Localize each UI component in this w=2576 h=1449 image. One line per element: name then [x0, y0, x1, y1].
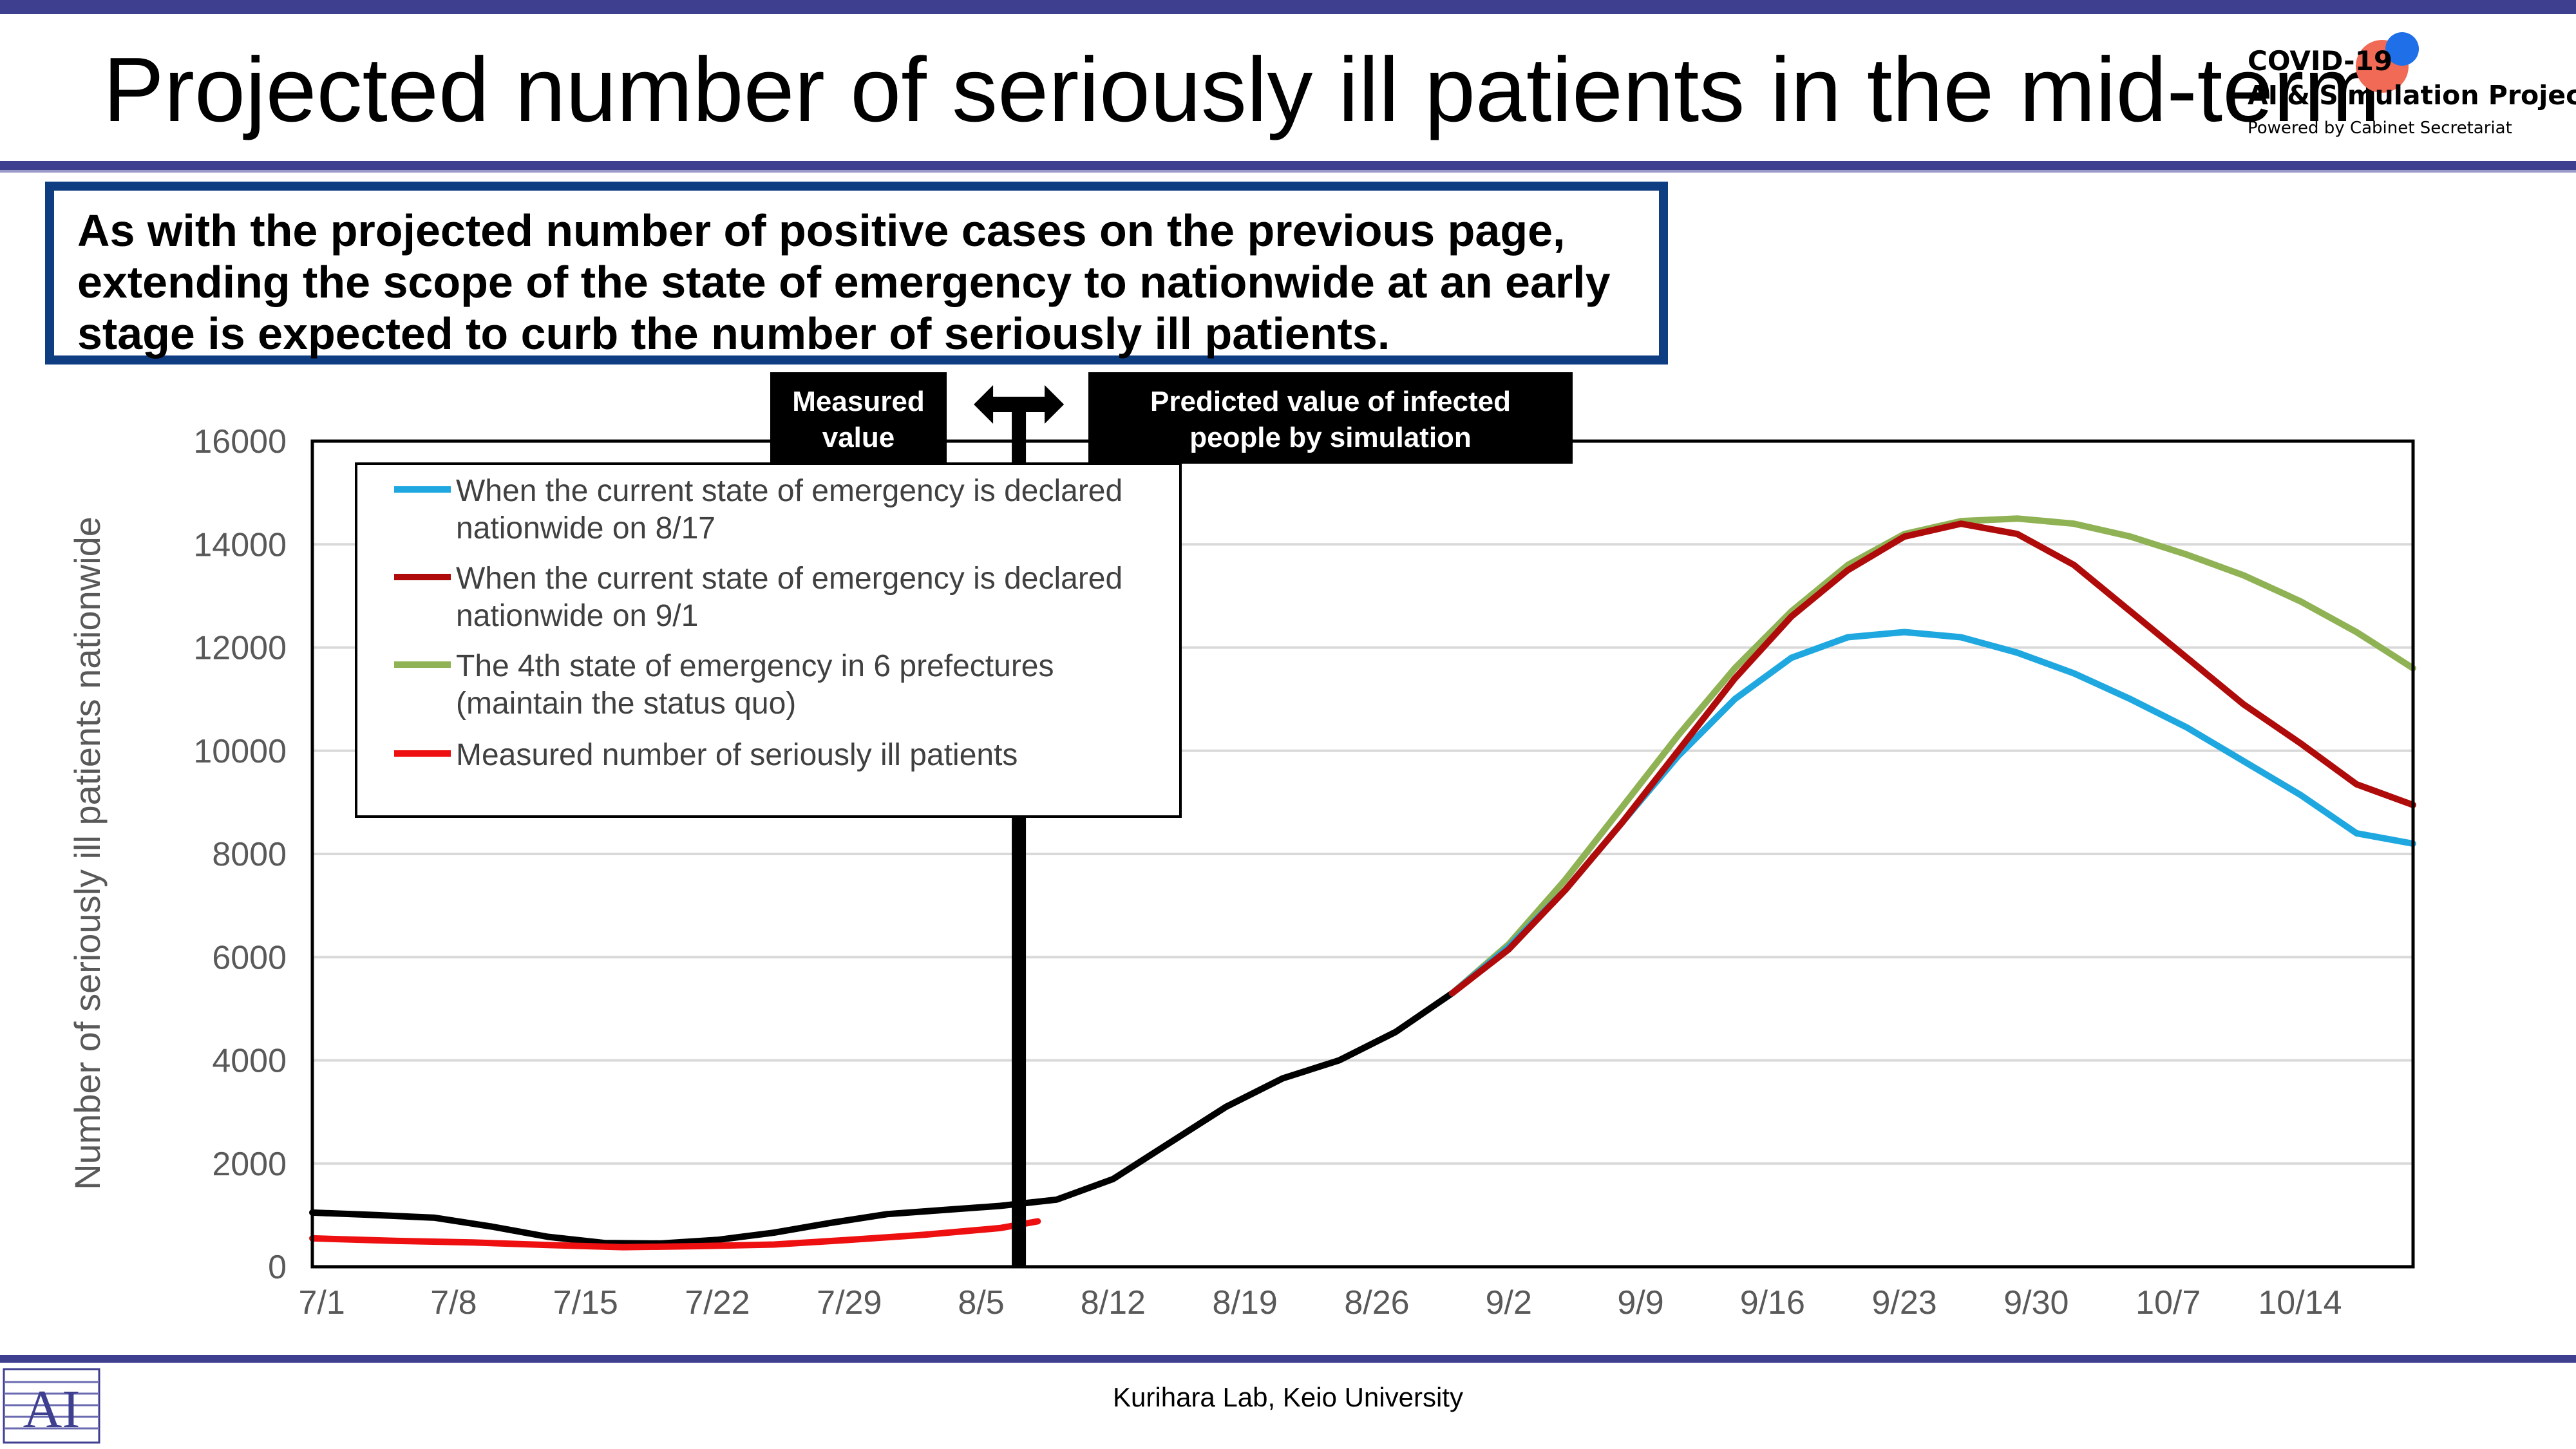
y-tick-label: 8000: [212, 836, 287, 873]
chart-legend: When the current state of emergency is d…: [355, 462, 1182, 818]
logo-line-1: COVID-19: [2248, 45, 2393, 77]
legend-entry: (maintain the status quo): [456, 687, 796, 721]
legend-box: [355, 462, 1182, 818]
x-tick-label: 9/2: [1486, 1284, 1532, 1321]
y-tick-labels: 0 2000 4000 6000 8000 10000 12000 14000 16000: [193, 423, 287, 1286]
series-line-black: [309, 990, 1455, 1247]
header-divider: [0, 161, 2576, 170]
legend-entry: nationwide on 8/17: [456, 511, 715, 545]
x-tick-label: 7/22: [685, 1284, 750, 1321]
x-tick-label: 8/26: [1344, 1284, 1409, 1321]
footer-divider: [0, 1355, 2576, 1363]
y-tick-label: 6000: [212, 939, 287, 976]
x-tick-label: 8/12: [1081, 1284, 1146, 1321]
double-arrow-icon: [974, 385, 1065, 424]
legend-entry: The 4th state of emergency in 6 prefectu…: [456, 649, 1054, 683]
y-tick-label: 16000: [193, 423, 287, 460]
x-tick-label: 7/15: [553, 1284, 618, 1321]
x-tick-label: 7/29: [817, 1284, 882, 1321]
x-tick-label: 8/19: [1213, 1284, 1278, 1321]
x-tick-label: 9/9: [1617, 1284, 1663, 1321]
legend-entry: When the current state of emergency is d…: [456, 562, 1122, 596]
series-line-darkred: [1449, 520, 2416, 997]
x-tick-label: 9/30: [2003, 1284, 2069, 1321]
logo-line-3: Powered by Cabinet Secretariat: [2248, 118, 2512, 138]
x-tick-label: 8/5: [958, 1284, 1004, 1321]
y-tick-label: 0: [268, 1249, 287, 1286]
x-tick-label: 7/1: [298, 1284, 345, 1321]
top-accent-bar: [0, 0, 2576, 14]
x-tick-labels: 7/1 7/8 7/15 7/22 7/29 8/5 8/12 8/19 8/26 9/2 9/9 9…: [298, 1284, 2342, 1321]
predicted-value-label: people by simulation: [1189, 422, 1472, 453]
y-tick-label: 4000: [212, 1043, 287, 1080]
footer-credit: Kurihara Lab, Keio University: [1113, 1382, 1463, 1412]
legend-entry: When the current state of emergency is d…: [456, 474, 1122, 508]
predicted-value-label: Predicted value of infected: [1150, 386, 1511, 417]
y-axis-label: Number of seriously ill patients nationw…: [67, 516, 108, 1190]
x-tick-label: 9/23: [1871, 1284, 1937, 1321]
measured-predicted-divider: Measured value Predicted value of infected…: [770, 372, 1573, 1267]
summary-callout-text: As with the projected number of positive…: [77, 205, 1611, 359]
y-tick-label: 2000: [212, 1146, 287, 1183]
series-line-blue: [1449, 629, 2416, 997]
predicted-value-tag: [1088, 372, 1573, 464]
measured-value-label: value: [822, 422, 895, 453]
project-logo: COVID-19 AI & Simulation Project Powered…: [2248, 26, 2576, 148]
chart-series: [309, 515, 2416, 1251]
y-tick-label: 10000: [193, 733, 287, 770]
measured-value-tag: [770, 372, 947, 464]
logo-line-2: AI & Simulation Project: [2248, 80, 2576, 111]
series-line-red: [309, 1218, 1041, 1251]
x-tick-label: 10/7: [2136, 1284, 2201, 1321]
x-tick-label: 7/8: [430, 1284, 477, 1321]
header-divider-light: [0, 170, 2576, 173]
measured-value-label: Measured: [792, 386, 924, 417]
page-title: Projected number of seriously ill patien…: [103, 39, 2380, 141]
summary-callout: As with the projected number of positive…: [45, 182, 1668, 365]
logo-blue-dot-icon: [2385, 32, 2419, 66]
lab-logo-icon: AI: [3, 1368, 100, 1444]
y-tick-label: 14000: [193, 526, 287, 564]
y-tick-label: 12000: [193, 630, 287, 667]
legend-entry: Measured number of seriously ill patient…: [456, 738, 1018, 772]
series-line-green: [1449, 515, 2416, 997]
x-tick-label: 9/16: [1740, 1284, 1805, 1321]
svg-text:AI: AI: [23, 1379, 80, 1439]
x-tick-label: 10/14: [2258, 1284, 2342, 1321]
legend-entry: nationwide on 9/1: [456, 599, 698, 633]
line-chart: 0 2000 4000 6000 8000 10000 12000 14000 16000 7/…: [67, 372, 2416, 1321]
